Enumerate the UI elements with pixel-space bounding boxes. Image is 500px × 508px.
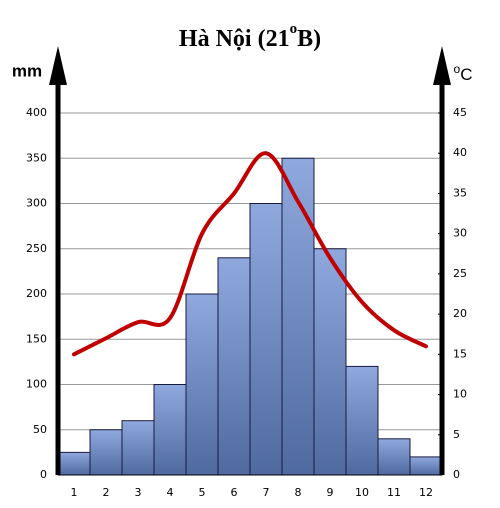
title-end: B): [297, 26, 321, 52]
x-tick-label: 2: [103, 486, 110, 499]
x-tick-label: 10: [355, 486, 369, 499]
temperature-line: [72, 151, 428, 357]
y2-tick-label: 20: [453, 307, 467, 320]
bar: [377, 438, 411, 476]
y2-tick-label: 45: [453, 106, 467, 119]
x-tick-label: 6: [231, 486, 238, 499]
x-tick-label: 3: [135, 486, 142, 499]
y2-label-sup: o: [454, 62, 461, 76]
y2-tick-label: 0: [453, 468, 460, 481]
y-tick-label: 100: [26, 378, 47, 391]
x-tick-label: 11: [387, 486, 401, 499]
x-tick-label: 7: [263, 486, 270, 499]
y-tick-label: 300: [26, 197, 47, 210]
y-axis-arrow: [49, 46, 67, 85]
bar: [409, 456, 443, 476]
y2-axis-arrow: [433, 46, 451, 85]
x-tick-label: 1: [71, 486, 78, 499]
x-tick-label: 8: [295, 486, 302, 499]
y2-tick-label: 25: [453, 267, 467, 280]
y-axis-label: mm: [12, 61, 42, 80]
y-tick-label: 200: [26, 287, 47, 300]
bar: [249, 203, 283, 476]
y-tick-label: 250: [26, 242, 47, 255]
y2-tick-label: 15: [453, 347, 467, 360]
chart-title: Hà Nội (21oB): [179, 21, 321, 51]
title-main: Hà Nội (21: [179, 26, 290, 52]
y2-axis-label: oC: [454, 62, 473, 84]
bar: [345, 365, 379, 476]
y-tick-label: 350: [26, 151, 47, 164]
bar: [57, 451, 91, 476]
y-tick-label: 0: [40, 468, 47, 481]
title-sup: o: [290, 21, 298, 37]
x-tick-label: 5: [199, 486, 206, 499]
bar: [153, 384, 187, 476]
y-tick-label: 50: [33, 423, 47, 436]
bar: [121, 420, 155, 476]
x-tick-label: 4: [167, 486, 174, 499]
bar: [281, 157, 315, 476]
y2-tick-label: 30: [453, 227, 467, 240]
y2-tick-label: 10: [453, 388, 467, 401]
bar: [185, 293, 219, 476]
y-tick-label: 150: [26, 332, 47, 345]
bar: [217, 257, 251, 476]
y2-label-main: C: [460, 65, 472, 84]
x-tick-label: 12: [419, 486, 433, 499]
y-tick-label: 400: [26, 106, 47, 119]
bar: [313, 248, 347, 476]
y2-tick-label: 5: [453, 428, 460, 441]
x-tick-label: 9: [327, 486, 334, 499]
y2-tick-label: 35: [453, 186, 467, 199]
bar: [89, 429, 123, 476]
y2-tick-label: 40: [453, 146, 467, 159]
